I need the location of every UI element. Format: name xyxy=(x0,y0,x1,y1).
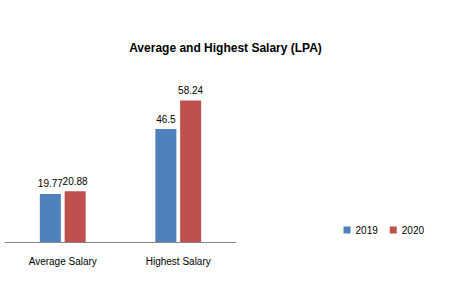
svg-text:58.24: 58.24 xyxy=(178,85,203,96)
svg-text:2020: 2020 xyxy=(402,225,425,236)
svg-text:Average Salary: Average Salary xyxy=(29,256,97,267)
svg-text:2019: 2019 xyxy=(356,225,379,236)
svg-text:Average and Highest Salary (LP: Average and Highest Salary (LPA) xyxy=(129,41,322,55)
svg-text:19.77: 19.77 xyxy=(38,178,63,189)
svg-text:20.88: 20.88 xyxy=(63,176,88,187)
svg-text:Highest Salary: Highest Salary xyxy=(146,256,211,267)
svg-text:46.5: 46.5 xyxy=(156,114,176,125)
